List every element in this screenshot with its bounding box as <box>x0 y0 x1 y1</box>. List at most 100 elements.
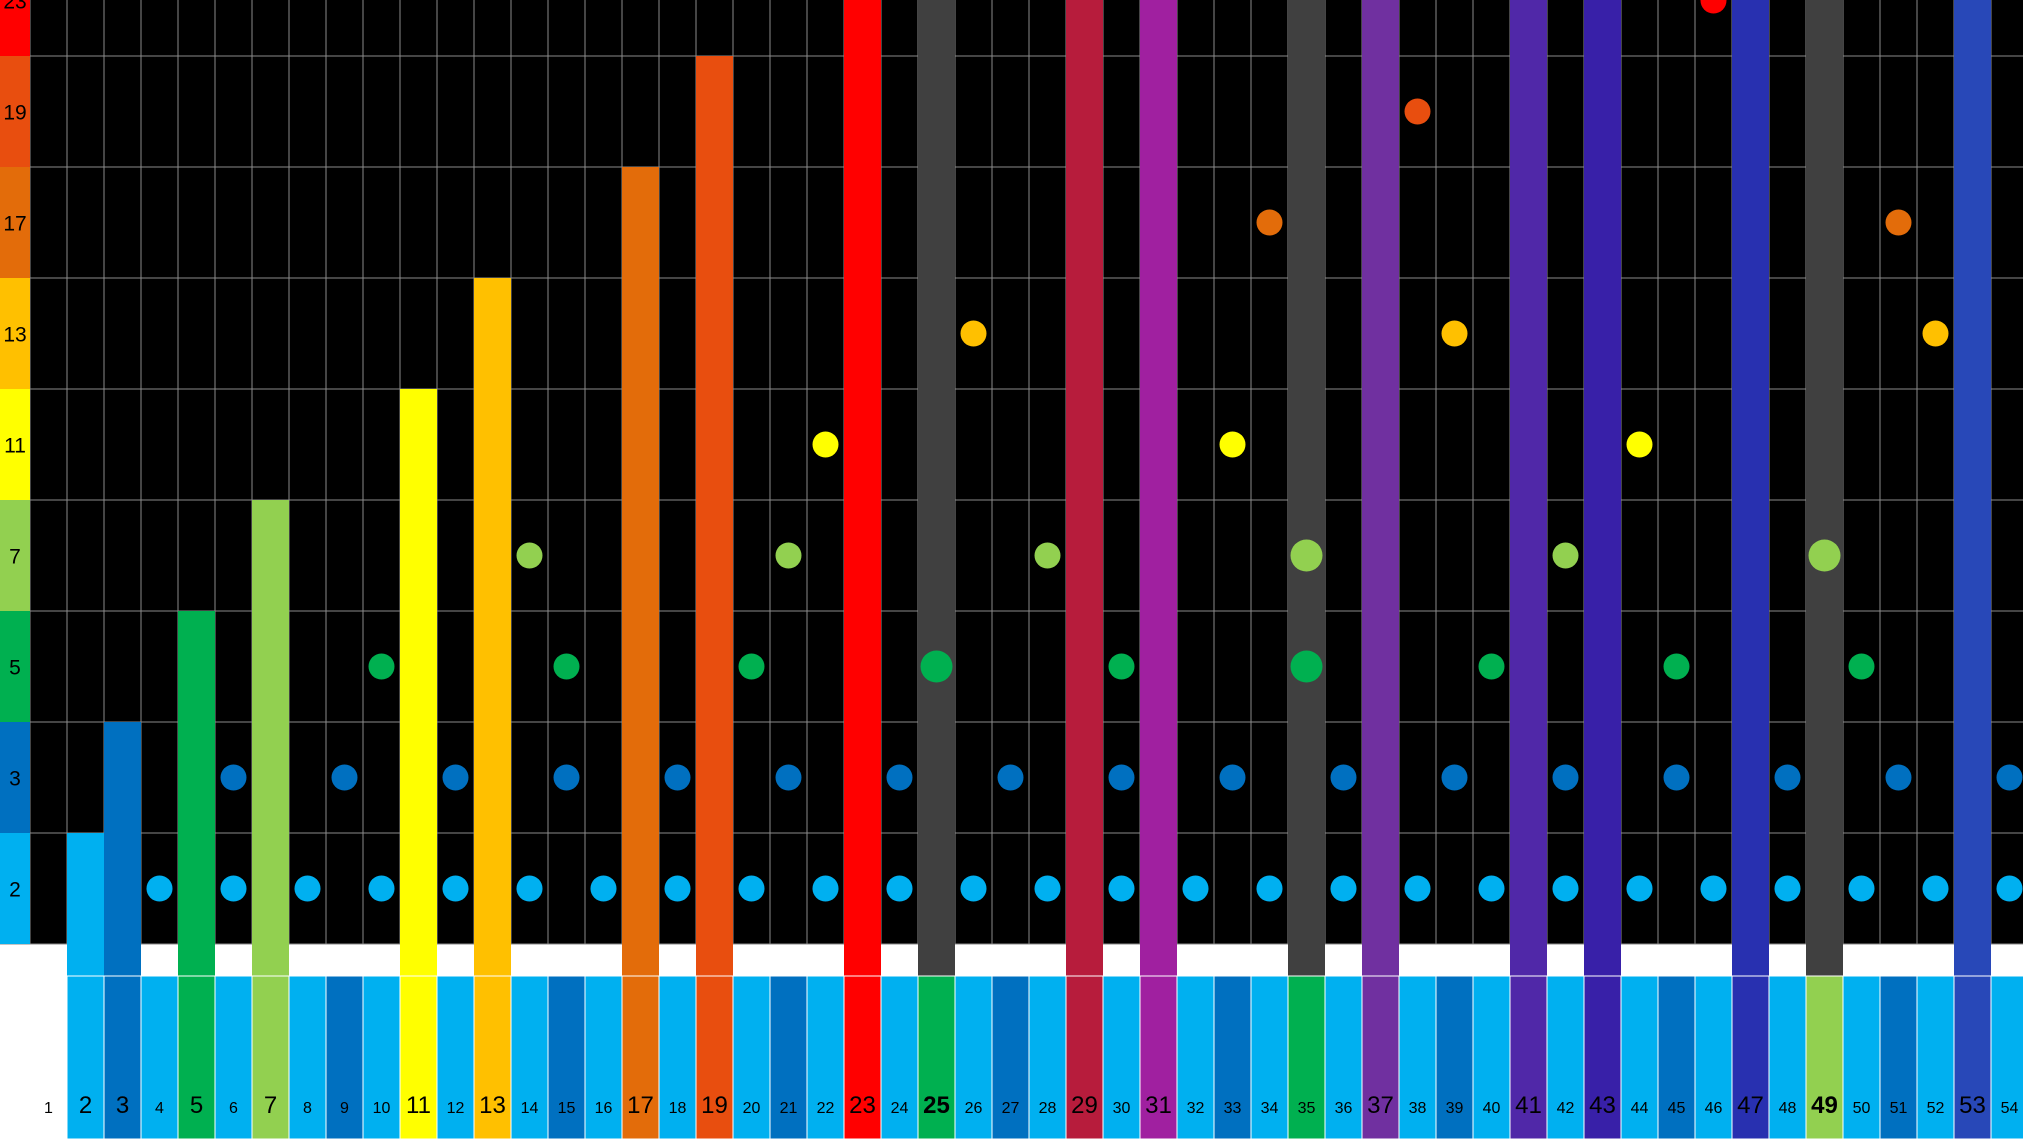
dot-48-by-2 <box>1774 875 1801 902</box>
dot-42-by-2 <box>1552 875 1579 902</box>
row-label-13: 13 <box>3 324 26 347</box>
number-label-1: 1 <box>44 1100 53 1117</box>
number-label-44: 44 <box>1631 1100 1649 1117</box>
strip-cell-26 <box>954 975 993 1139</box>
dot-52-by-2 <box>1922 875 1949 902</box>
bar-53 <box>1954 0 1991 976</box>
row-block-7 <box>0 500 30 611</box>
dot-39-by-3 <box>1441 764 1468 791</box>
row-block-2 <box>0 833 30 944</box>
bar-37 <box>1362 0 1399 976</box>
bar-23 <box>844 0 881 976</box>
number-label-16: 16 <box>595 1100 613 1117</box>
dot-33-by-11 <box>1219 431 1246 458</box>
strip-cell-19 <box>695 975 734 1139</box>
number-label-39: 39 <box>1446 1100 1464 1117</box>
bar-35 <box>1288 0 1325 976</box>
strip-cell-2 <box>66 975 105 1139</box>
dot-14-by-2 <box>516 875 543 902</box>
dot-36-by-3 <box>1330 764 1357 791</box>
dot-35-by-5 <box>1290 650 1323 683</box>
dot-30-by-3 <box>1108 764 1135 791</box>
number-label-12: 12 <box>447 1100 465 1117</box>
number-label-18: 18 <box>669 1100 687 1117</box>
number-label-9: 9 <box>340 1100 349 1117</box>
number-label-30: 30 <box>1113 1100 1131 1117</box>
strip-cell-41 <box>1509 975 1548 1139</box>
dot-8-by-2 <box>294 875 321 902</box>
number-label-2: 2 <box>79 1092 92 1119</box>
dot-51-by-3 <box>1885 764 1912 791</box>
number-label-45: 45 <box>1668 1100 1686 1117</box>
strip-cell-47 <box>1731 975 1770 1139</box>
dot-21-by-7 <box>775 542 802 569</box>
dot-39-by-13 <box>1441 320 1468 347</box>
row-block-17 <box>0 167 30 278</box>
dot-14-by-7 <box>516 542 543 569</box>
dot-24-by-2 <box>886 875 913 902</box>
number-label-49: 49 <box>1811 1092 1838 1119</box>
prime-bars <box>67 0 1991 976</box>
strip-cell-31 <box>1139 975 1178 1139</box>
dot-6-by-3 <box>220 764 247 791</box>
number-label-43: 43 <box>1589 1092 1616 1119</box>
dot-4-by-2 <box>146 875 173 902</box>
dot-25-by-5 <box>920 650 953 683</box>
row-label-2: 2 <box>9 879 21 902</box>
number-label-10: 10 <box>373 1100 391 1117</box>
bar-13 <box>474 278 511 976</box>
dot-15-by-5 <box>553 653 580 680</box>
dot-49-by-7 <box>1808 539 1841 572</box>
number-label-19: 19 <box>701 1092 728 1119</box>
number-label-37: 37 <box>1367 1092 1394 1119</box>
row-label-19: 19 <box>3 102 26 125</box>
dot-54-by-3 <box>1996 764 2023 791</box>
row-block-5 <box>0 611 30 722</box>
strip-cell-4 <box>140 975 179 1139</box>
dot-54-by-2 <box>1996 875 2023 902</box>
row-label-5: 5 <box>9 657 21 680</box>
number-label-54: 54 <box>2001 1100 2019 1117</box>
strip-cell-33 <box>1213 975 1252 1139</box>
strip-cell-51 <box>1879 975 1918 1139</box>
dot-32-by-2 <box>1182 875 1209 902</box>
dot-21-by-3 <box>775 764 802 791</box>
number-label-53: 53 <box>1959 1092 1986 1119</box>
number-label-26: 26 <box>965 1100 983 1117</box>
dot-20-by-5 <box>738 653 765 680</box>
strip-cell-34 <box>1250 975 1289 1139</box>
dot-40-by-5 <box>1478 653 1505 680</box>
dot-15-by-3 <box>553 764 580 791</box>
dot-18-by-2 <box>664 875 691 902</box>
row-block-11 <box>0 389 30 500</box>
dot-10-by-2 <box>368 875 395 902</box>
dot-12-by-2 <box>442 875 469 902</box>
number-label-33: 33 <box>1224 1100 1242 1117</box>
bar-31 <box>1140 0 1177 976</box>
number-label-42: 42 <box>1557 1100 1575 1117</box>
strip-cell-3 <box>103 975 142 1139</box>
bar-41 <box>1510 0 1547 976</box>
row-label-3: 3 <box>9 768 21 791</box>
number-label-22: 22 <box>817 1100 835 1117</box>
strip-cell-5 <box>177 975 216 1139</box>
dot-26-by-2 <box>960 875 987 902</box>
dot-22-by-11 <box>812 431 839 458</box>
dot-10-by-5 <box>368 653 395 680</box>
dot-48-by-3 <box>1774 764 1801 791</box>
number-label-17: 17 <box>627 1092 654 1119</box>
number-label-7: 7 <box>264 1092 277 1119</box>
dot-12-by-3 <box>442 764 469 791</box>
strip-cell-11 <box>399 975 438 1139</box>
number-label-15: 15 <box>558 1100 576 1117</box>
dot-28-by-2 <box>1034 875 1061 902</box>
number-label-34: 34 <box>1261 1100 1279 1117</box>
number-label-13: 13 <box>479 1092 506 1119</box>
dot-42-by-3 <box>1552 764 1579 791</box>
strip-cell-45 <box>1657 975 1696 1139</box>
bar-5 <box>178 611 215 976</box>
number-label-11: 11 <box>406 1092 431 1119</box>
number-label-28: 28 <box>1039 1100 1057 1117</box>
number-label-48: 48 <box>1779 1100 1797 1117</box>
bar-7 <box>252 500 289 976</box>
